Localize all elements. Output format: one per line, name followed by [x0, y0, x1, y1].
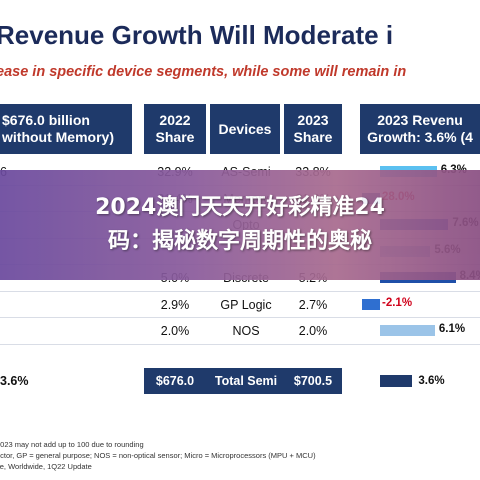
footnote-1: 2023 may not add up to 100 due to roundi…	[0, 440, 144, 449]
total-growth-bar	[380, 375, 413, 387]
row-divider	[0, 343, 480, 345]
header-devices: Devices	[210, 104, 280, 154]
slide-title: Revenue Growth Will Moderate i	[0, 20, 394, 50]
total-2022: $676.0	[155, 374, 195, 388]
total-growth-label: 3.6%	[418, 375, 445, 387]
banner-line-1: 2024澳门天天开好彩精准24	[95, 195, 385, 220]
row-2023-share: 2.7%	[298, 297, 328, 312]
row-2022-share: 2.9%	[160, 297, 190, 312]
row-device-name: NOS	[232, 324, 260, 338]
growth-bar	[362, 298, 380, 310]
banner-line-2: 码：揭秘数字周期性的奥秘	[107, 229, 372, 254]
total-left: 3.6%	[0, 374, 29, 388]
row-2022-share: 2.0%	[160, 324, 190, 338]
footnotes: 2023 may not add up to 100 due to roundi…	[0, 439, 316, 472]
row-device-name: GP Logic	[220, 297, 272, 312]
header-2022-share: 2022 Share	[144, 104, 206, 154]
growth-label: 6.1%	[438, 323, 466, 335]
row-divider	[0, 290, 480, 292]
footnote-2: uctor, GP = general purpose; NOS = non-o…	[0, 451, 316, 460]
overlay-banner: 2024澳门天天开好彩精准24 码：揭秘数字周期性的奥秘	[0, 170, 480, 280]
row-2023-share: 2.0%	[298, 324, 328, 338]
total-label: Total Semi	[214, 374, 278, 388]
slide-subtitle: ease in specific device segments, while …	[0, 64, 407, 80]
growth-label: -2.1%	[382, 296, 413, 309]
header-2023-share: 2023 Share	[284, 104, 342, 154]
row-divider	[0, 317, 480, 318]
total-2023: $700.5	[293, 374, 333, 388]
header-growth: 2023 Revenu Growth: 3.6% (4	[360, 104, 480, 154]
growth-bar	[380, 325, 435, 336]
footnote-3: se, Worldwide, 1Q22 Update	[0, 462, 92, 471]
total-row: 3.6% $676.0 Total Semi $700.5 3.6%	[0, 368, 480, 394]
header-left: $676.0 billion without Memory)	[0, 104, 132, 154]
header-devices-label: Devices	[218, 120, 272, 137]
